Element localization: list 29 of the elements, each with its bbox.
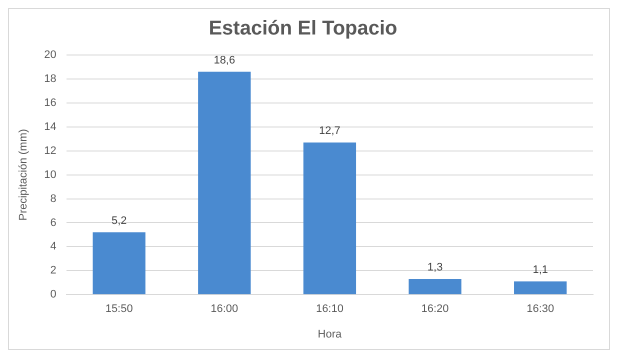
x-tick-label: 16:20 [421,303,449,316]
y-tick-label: 0 [50,288,56,301]
y-axis-title: Precipitación (mm) [18,128,30,221]
data-label: 1,3 [427,262,443,274]
x-tick-label: 16:10 [316,303,344,316]
x-tick-label: 16:30 [526,303,554,316]
data-label: 5,2 [111,214,127,227]
x-tick-label: 15:50 [105,303,133,316]
y-tick-label: 2 [50,264,56,277]
bar [303,142,356,294]
bar [92,232,146,294]
x-tick-label: 16:00 [210,303,238,316]
data-label: 1,1 [532,264,548,276]
y-tick-label: 8 [50,192,56,205]
y-tick-label: 6 [50,216,56,229]
y-tick-label: 10 [44,168,56,181]
y-tick-label: 4 [50,240,56,253]
y-tick-label: 16 [44,96,56,109]
bar [408,279,462,294]
x-axis-title: Hora [318,328,343,340]
data-label: 12,7 [319,124,340,137]
bar [198,72,251,294]
y-tick-label: 18 [44,72,56,85]
y-tick-label: 14 [44,120,56,133]
bar [514,281,567,294]
y-tick-label: 12 [44,144,56,157]
chart-title: Estación El Topacio [208,18,398,40]
data-label: 18,6 [214,54,236,66]
y-tick-label: 20 [44,49,56,62]
